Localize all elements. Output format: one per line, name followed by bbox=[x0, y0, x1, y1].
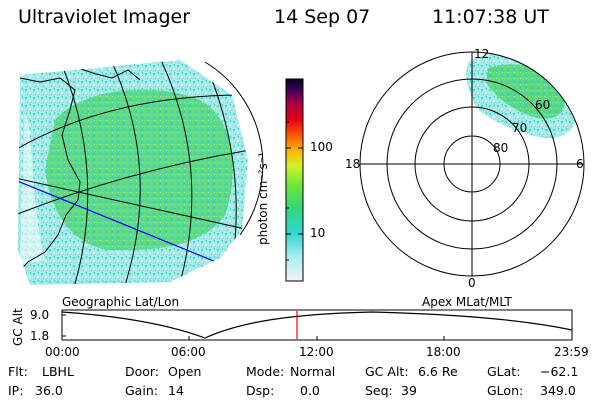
gain-value: 14 bbox=[168, 383, 184, 398]
alt-xtick-1800: 18:00 bbox=[426, 345, 461, 359]
apex-label: Apex MLat/MLT bbox=[422, 295, 512, 309]
dsp-value: 0.0 bbox=[300, 383, 320, 398]
mlt-label-12: 12 bbox=[474, 47, 489, 61]
alt-xtick-0600: 06:00 bbox=[171, 345, 206, 359]
alt-ylabel: GC Alt bbox=[11, 308, 25, 346]
alt-ytick-high: 9.0 bbox=[30, 308, 49, 322]
glon-label: GLon: bbox=[487, 383, 524, 398]
geographic-label: Geographic Lat/Lon bbox=[62, 295, 179, 309]
ip-value: 36.0 bbox=[35, 383, 63, 398]
ground-track-line bbox=[18, 179, 248, 276]
door-value: Open bbox=[168, 364, 202, 379]
mode-value: Normal bbox=[290, 364, 336, 379]
gcalt-value: 6.6 Re bbox=[418, 364, 458, 379]
seq-label: Seq: bbox=[365, 383, 393, 398]
colorbar-unit-label: photon cm⁻²s⁻¹ bbox=[256, 152, 270, 245]
altitude-plot bbox=[61, 309, 573, 341]
geographic-panel bbox=[18, 60, 264, 285]
mode-label: Mode: bbox=[246, 364, 285, 379]
coastline bbox=[19, 77, 81, 271]
gcalt-label: GC Alt: bbox=[365, 364, 409, 379]
polar-panel bbox=[359, 51, 585, 277]
mlt-label-6: 6 bbox=[576, 157, 584, 171]
alt-xtick-1200: 12:00 bbox=[299, 345, 334, 359]
alt-xtick-2359: 23:59 bbox=[554, 345, 589, 359]
instrument-title: Ultraviolet Imager bbox=[18, 6, 191, 28]
colorbar-tick-100: 100 bbox=[310, 140, 333, 154]
gain-label: Gain: bbox=[125, 383, 158, 398]
glat-value: −62.1 bbox=[540, 364, 579, 379]
door-label: Door: bbox=[125, 364, 160, 379]
ip-label: IP: bbox=[8, 383, 24, 398]
colorbar-tick-10: 10 bbox=[310, 226, 326, 240]
alt-xtick-0000: 00:00 bbox=[45, 345, 80, 359]
date-label: 14 Sep 07 bbox=[274, 6, 371, 28]
lat-label-60: 60 bbox=[535, 98, 550, 112]
lat-label-70: 70 bbox=[512, 121, 527, 135]
dsp-label: Dsp: bbox=[246, 383, 275, 398]
seq-value: 39 bbox=[401, 383, 417, 398]
mlt-label-18: 18 bbox=[345, 157, 360, 171]
mlt-label-0: 0 bbox=[468, 276, 476, 290]
filter-value: LBHL bbox=[42, 364, 74, 379]
filter-label: Flt: bbox=[8, 364, 28, 379]
glon-value: 349.0 bbox=[540, 383, 576, 398]
glat-label: GLat: bbox=[487, 364, 521, 379]
colorbar bbox=[285, 78, 304, 282]
lat-label-80: 80 bbox=[493, 141, 508, 155]
alt-ytick-low: 1.8 bbox=[30, 329, 49, 343]
aurora-image-geo bbox=[18, 60, 248, 285]
time-label: 11:07:38 UT bbox=[432, 6, 549, 28]
altitude-curve bbox=[61, 311, 573, 339]
